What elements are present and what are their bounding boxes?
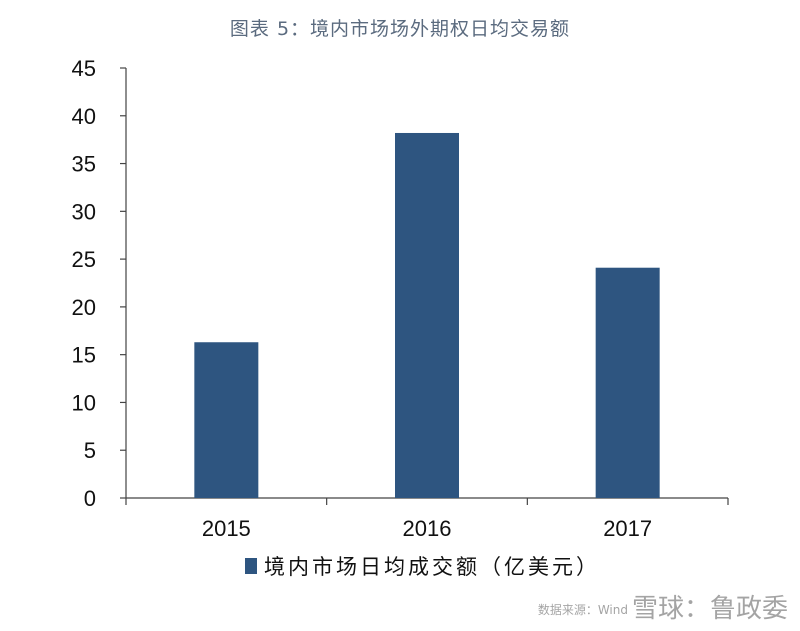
y-tick-label: 10 <box>72 390 96 415</box>
x-tick-label: 2015 <box>202 516 251 541</box>
y-tick-label: 40 <box>72 104 96 129</box>
x-tick-label: 2016 <box>403 516 452 541</box>
legend-swatch <box>245 558 257 574</box>
y-tick-label: 25 <box>72 247 96 272</box>
watermark: 数据来源：Wind 雪球：鲁政委 <box>534 588 788 625</box>
y-tick-label: 35 <box>72 152 96 177</box>
y-tick-label: 15 <box>72 343 96 368</box>
legend: 境内市场日均成交额（亿美元） <box>245 555 600 579</box>
y-tick-label: 45 <box>72 56 96 81</box>
legend-label: 境内市场日均成交额（亿美元） <box>264 555 600 579</box>
bar-2017 <box>595 267 660 498</box>
y-tick-label: 0 <box>84 486 96 511</box>
y-tick-label: 20 <box>72 295 96 320</box>
y-axis: 0 5 10 15 20 25 30 35 40 45 <box>72 56 127 511</box>
watermark-source: 数据来源：Wind <box>537 603 628 617</box>
y-tick-label: 5 <box>84 438 96 463</box>
chart-title: 图表 5：境内市场场外期权日均交易额 <box>229 18 571 40</box>
bar-2016 <box>395 132 459 498</box>
y-tick-label: 30 <box>72 199 96 224</box>
bar-2015 <box>194 342 259 498</box>
x-tick-label: 2017 <box>603 516 652 541</box>
bars <box>194 132 660 498</box>
x-axis: 2015 2016 2017 <box>125 497 729 541</box>
watermark-main: 雪球：鲁政委 <box>631 594 788 624</box>
